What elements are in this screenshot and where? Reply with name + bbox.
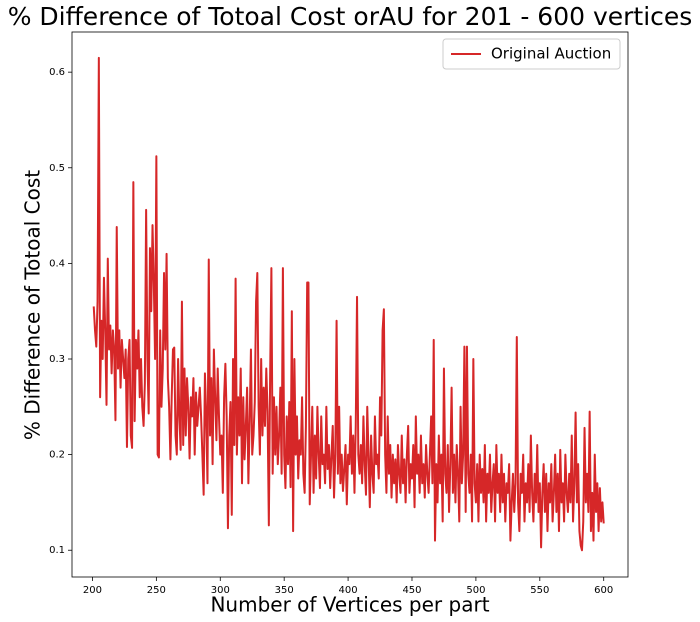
y-tick-label: 0.2 [49, 450, 65, 461]
x-tick-label: 400 [339, 585, 358, 596]
legend-box [442, 38, 621, 70]
chart-title: % Difference of Totoal Cost orAU for 201… [8, 2, 693, 31]
x-tick-label: 200 [83, 585, 102, 596]
x-tick-label: 350 [275, 585, 294, 596]
y-axis-label: % Difference of Totoal Cost [21, 170, 45, 440]
x-tick-label: 600 [594, 585, 613, 596]
legend-label: Original Auction [491, 45, 611, 63]
y-tick-label: 0.5 [49, 163, 65, 174]
y-tick-label: 0.6 [49, 67, 65, 78]
x-tick-label: 250 [147, 585, 166, 596]
y-tick-label: 0.4 [49, 258, 65, 269]
x-tick-label: 500 [466, 585, 485, 596]
data-line [92, 56, 605, 552]
x-tick-label: 450 [402, 585, 421, 596]
axes-frame [71, 31, 629, 578]
y-tick-label: 0.1 [49, 545, 65, 556]
y-tick-label: 0.3 [49, 354, 65, 365]
legend: Original Auction [442, 38, 621, 70]
x-axis-label: Number of Vertices per part [210, 593, 489, 617]
x-tick-label: 550 [530, 585, 549, 596]
x-tick-label: 300 [211, 585, 230, 596]
